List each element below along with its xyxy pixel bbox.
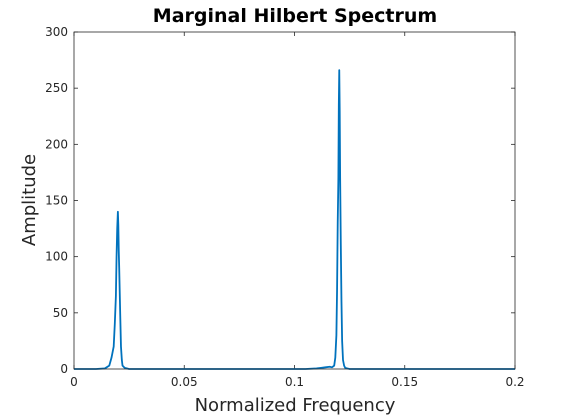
y-tick-label: 300 bbox=[45, 25, 68, 39]
y-tick-label: 250 bbox=[45, 81, 68, 95]
y-axis-label: Amplitude bbox=[19, 154, 40, 246]
x-tick-label: 0.05 bbox=[171, 375, 198, 389]
plot-frame bbox=[73, 31, 516, 370]
x-axis-label: Normalized Frequency bbox=[195, 395, 396, 416]
chart-title: Marginal Hilbert Spectrum bbox=[153, 5, 437, 27]
x-tick-label: 0.2 bbox=[505, 375, 524, 389]
x-tick-label: 0.1 bbox=[285, 375, 304, 389]
x-tick-label: 0.15 bbox=[391, 375, 418, 389]
y-tick-label: 150 bbox=[45, 194, 68, 208]
y-tick-label: 100 bbox=[45, 250, 68, 264]
x-tick-label: 0 bbox=[70, 375, 78, 389]
y-tick-label: 0 bbox=[60, 362, 68, 376]
y-tick-label: 200 bbox=[45, 137, 68, 151]
y-tick-label: 50 bbox=[53, 306, 68, 320]
plot-background bbox=[74, 32, 515, 369]
ticks: 0 0.05 0.1 0.15 0.2 0 50 100 150 200 250 300 bbox=[45, 25, 524, 389]
